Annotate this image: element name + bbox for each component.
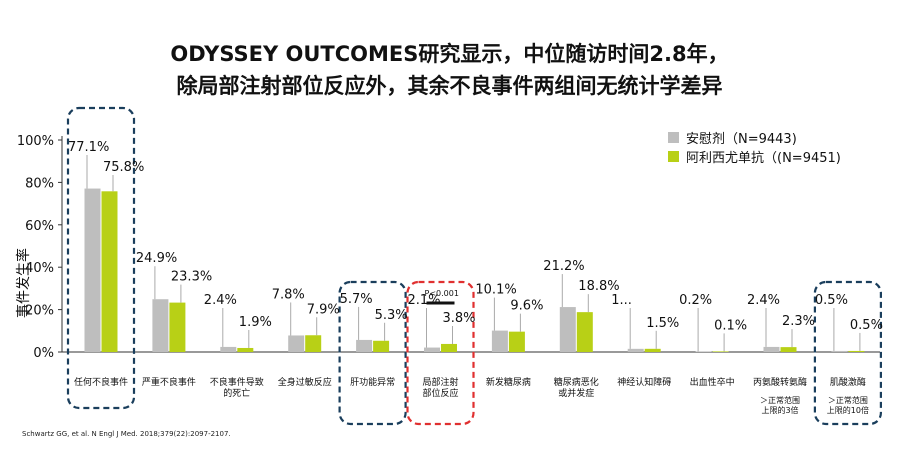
legend-swatch (668, 151, 679, 162)
x-category-label: 任何不良事件 (74, 376, 128, 388)
value-label-alirocumab: 1.5% (646, 316, 679, 331)
value-label-placebo: 0.5% (815, 293, 848, 308)
bar-alirocumab (101, 191, 118, 352)
bar-placebo (152, 299, 169, 352)
y-tick-label: 60% (25, 219, 54, 234)
bar-alirocumab (780, 347, 797, 352)
y-tick-label: 40% (25, 261, 54, 276)
bar-alirocumab (712, 351, 729, 352)
bar-placebo (220, 346, 237, 352)
value-label-alirocumab: 7.9% (307, 302, 340, 317)
value-label-alirocumab: 0.1% (714, 318, 747, 333)
x-category-label: 神经认知障碍 (617, 376, 671, 388)
bar-alirocumab (576, 312, 593, 352)
category-note: ＞正常范围 (760, 395, 800, 405)
highlight-box (66, 106, 136, 410)
value-label-placebo: 77.1% (68, 140, 109, 155)
value-label-alirocumab: 5.3% (375, 308, 408, 323)
category-note: 上限的3倍 (761, 405, 798, 415)
chart-title-line-2: 除局部注射部位反应外，其余不良事件两组间无统计学差异 (176, 74, 723, 98)
bar-alirocumab (237, 347, 254, 352)
value-label-placebo: 2.4% (204, 293, 237, 308)
x-category-label: 糖尿病恶化 (554, 376, 599, 388)
value-label-alirocumab: 18.8% (578, 279, 619, 294)
x-category-label: 肌酸激酶 (830, 376, 866, 388)
bar-alirocumab (169, 302, 186, 352)
legend-label: 安慰剂（N=9443) (686, 132, 797, 147)
value-label-placebo: 21.2% (543, 259, 584, 274)
y-tick-label: 100% (17, 134, 54, 149)
bar-placebo (763, 346, 780, 352)
highlight-box (813, 280, 883, 426)
bar-placebo (84, 188, 101, 352)
bar-alirocumab (644, 348, 661, 352)
value-label-alirocumab: 75.8% (103, 160, 144, 175)
legend-label: 阿利西尤单抗（(N=9451) (686, 151, 841, 166)
y-tick-label: 20% (25, 304, 54, 319)
category-note: 上限的10倍 (827, 405, 869, 415)
bar-alirocumab (441, 343, 457, 352)
y-tick-label: 0% (33, 346, 54, 361)
value-label-alirocumab: 23.3% (171, 270, 212, 285)
bar-placebo (288, 335, 305, 352)
value-label-alirocumab: 1.9% (239, 315, 272, 330)
x-category-label: 部位反应 (422, 387, 458, 399)
value-label-placebo: 7.8% (272, 287, 305, 302)
significance-label: P<0.001 (425, 289, 459, 298)
bar-placebo (627, 348, 644, 352)
bar-alirocumab (373, 340, 390, 352)
value-label-placebo: 1... (611, 293, 632, 308)
bar-placebo (491, 330, 508, 352)
value-label-placebo: 24.9% (136, 251, 177, 266)
y-tick-label: 80% (25, 176, 54, 191)
bar-alirocumab (848, 350, 865, 352)
value-label-placebo: 10.1% (475, 283, 516, 298)
value-label-placebo: 5.7% (340, 292, 373, 307)
chart-title-line-1: ODYSSEY OUTCOMES研究显示，中位随访时间2.8年， (170, 42, 729, 66)
bar-placebo (356, 339, 373, 352)
x-category-label: 丙氨酸转氨酶 (753, 376, 807, 388)
value-label-alirocumab: 9.6% (510, 299, 543, 314)
x-category-label: 严重不良事件 (142, 376, 196, 388)
x-category-label: 局部注射 (422, 376, 458, 388)
x-category-label: 出血性卒中 (690, 376, 735, 388)
bar-alirocumab (508, 331, 525, 352)
highlight-box (338, 280, 407, 426)
x-category-label: 或并发症 (558, 387, 594, 399)
value-label-alirocumab: 0.5% (850, 318, 883, 333)
x-category-label: 不良事件导致 (210, 376, 264, 388)
value-label-alirocumab: 2.3% (782, 314, 815, 329)
bar-placebo (695, 351, 712, 352)
highlight-box (406, 280, 475, 426)
x-category-label: 肝功能异常 (350, 376, 395, 388)
x-category-label: 的死亡 (223, 387, 250, 399)
y-axis-label: 事件发生率 (15, 248, 32, 318)
x-category-label: 全身过敏反应 (278, 376, 332, 388)
bar-placebo (831, 350, 848, 352)
bar-alirocumab (305, 335, 322, 352)
legend-swatch (668, 132, 679, 143)
value-label-placebo: 0.2% (679, 293, 712, 308)
value-label-alirocumab: 3.8% (443, 311, 476, 326)
value-label-placebo: 2.4% (747, 293, 780, 308)
category-note: ＞正常范围 (828, 395, 868, 405)
x-category-label: 新发糖尿病 (486, 376, 531, 388)
reference-citation: Schwartz GG, et al. N Engl J Med. 2018;3… (22, 430, 231, 438)
bar-placebo (559, 307, 576, 352)
bar-placebo (424, 347, 440, 352)
